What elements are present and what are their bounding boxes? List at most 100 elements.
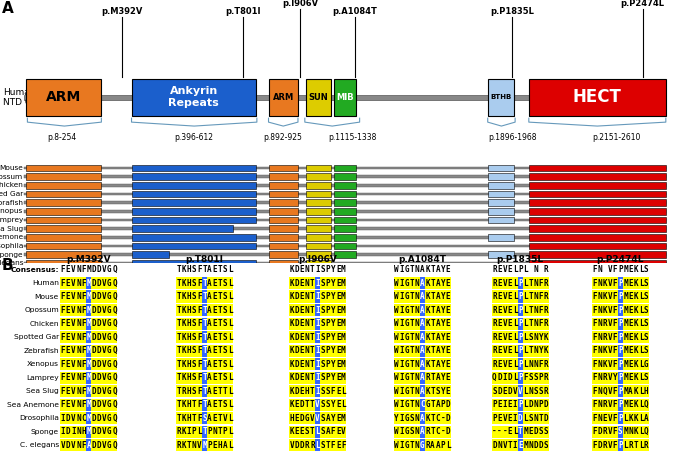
Bar xyxy=(512,358,518,370)
Bar xyxy=(628,412,633,424)
Bar xyxy=(182,385,186,397)
Text: E: E xyxy=(212,319,217,328)
Text: P: P xyxy=(440,400,445,409)
Bar xyxy=(60,277,66,289)
Bar xyxy=(488,165,514,171)
Text: P: P xyxy=(618,373,623,382)
Text: F: F xyxy=(60,360,65,369)
Bar xyxy=(608,277,612,289)
Bar xyxy=(430,290,435,303)
Text: H: H xyxy=(186,333,191,341)
Text: N: N xyxy=(305,265,310,274)
Bar xyxy=(445,399,451,411)
Bar xyxy=(320,358,325,370)
Text: E: E xyxy=(212,441,217,450)
Text: E: E xyxy=(299,306,304,315)
Text: G: G xyxy=(107,279,112,287)
Text: L: L xyxy=(638,319,643,328)
Bar xyxy=(97,425,101,438)
Bar xyxy=(528,425,533,438)
Text: Q: Q xyxy=(492,373,497,382)
Text: G: G xyxy=(404,265,409,274)
Text: K: K xyxy=(425,279,429,287)
Text: D: D xyxy=(92,427,96,436)
Text: R: R xyxy=(305,441,310,450)
Bar xyxy=(440,290,445,303)
Bar xyxy=(518,412,523,424)
Bar xyxy=(81,345,86,357)
Text: K: K xyxy=(289,265,294,274)
Text: V: V xyxy=(223,414,227,423)
Bar xyxy=(445,290,451,303)
Bar xyxy=(425,358,430,370)
Text: S: S xyxy=(321,279,325,287)
Text: S: S xyxy=(544,441,549,450)
Bar xyxy=(644,304,649,316)
Text: K: K xyxy=(289,319,294,328)
Text: K: K xyxy=(634,265,638,274)
Text: P: P xyxy=(618,441,623,450)
Bar xyxy=(618,371,623,384)
Bar xyxy=(425,425,430,438)
Bar xyxy=(602,371,608,384)
Text: T: T xyxy=(528,292,533,301)
Bar xyxy=(435,290,440,303)
Bar xyxy=(592,385,597,397)
Bar xyxy=(310,331,315,343)
Bar xyxy=(310,358,315,370)
Text: G: G xyxy=(404,360,409,369)
Text: L: L xyxy=(523,319,527,328)
Text: R: R xyxy=(310,441,314,450)
Bar xyxy=(207,304,212,316)
Text: I: I xyxy=(399,333,404,341)
Bar xyxy=(66,277,71,289)
Text: L: L xyxy=(228,279,233,287)
Bar xyxy=(602,304,608,316)
Text: W: W xyxy=(394,265,399,274)
Bar xyxy=(488,191,514,197)
Bar xyxy=(197,385,202,397)
Text: S: S xyxy=(321,386,325,396)
Text: S: S xyxy=(223,306,227,315)
Text: F: F xyxy=(613,265,617,274)
Text: E: E xyxy=(336,360,340,369)
Text: S: S xyxy=(544,427,549,436)
Bar xyxy=(445,371,451,384)
Bar xyxy=(430,331,435,343)
Text: p.892-925: p.892-925 xyxy=(263,133,301,143)
Bar xyxy=(60,412,66,424)
Bar xyxy=(612,371,618,384)
Text: I: I xyxy=(315,333,320,341)
Bar xyxy=(227,425,233,438)
Bar xyxy=(492,304,497,316)
Bar xyxy=(97,331,101,343)
Text: N: N xyxy=(76,319,81,328)
Text: A: A xyxy=(208,292,212,301)
Text: N: N xyxy=(192,441,197,450)
Text: A: A xyxy=(436,292,440,301)
Text: K: K xyxy=(182,306,186,315)
Text: E: E xyxy=(66,360,71,369)
Bar xyxy=(202,385,207,397)
Text: F: F xyxy=(592,346,597,355)
Bar xyxy=(325,318,330,330)
Bar xyxy=(176,439,182,451)
Text: V: V xyxy=(502,414,507,423)
Text: S: S xyxy=(192,346,197,355)
Text: D: D xyxy=(66,414,71,423)
Bar xyxy=(330,385,336,397)
Text: V: V xyxy=(502,360,507,369)
Bar xyxy=(223,425,227,438)
Text: F: F xyxy=(613,360,617,369)
Bar xyxy=(518,385,523,397)
Text: T: T xyxy=(218,346,223,355)
Bar xyxy=(202,439,207,451)
Bar xyxy=(26,199,101,206)
Text: Y: Y xyxy=(331,400,336,409)
Bar xyxy=(638,277,643,289)
Bar xyxy=(435,399,440,411)
Text: P: P xyxy=(518,333,523,341)
Text: M: M xyxy=(86,306,91,315)
Bar xyxy=(66,358,71,370)
Text: I: I xyxy=(399,360,404,369)
